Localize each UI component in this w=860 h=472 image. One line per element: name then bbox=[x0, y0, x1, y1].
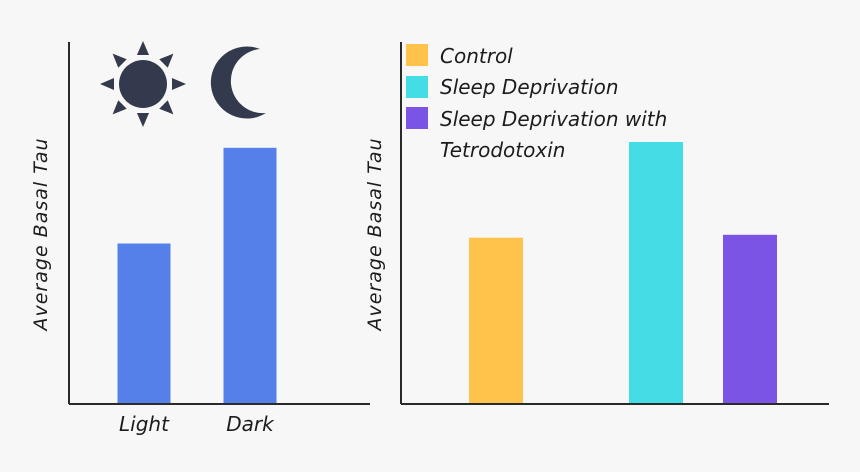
tick-label-dark: Dark bbox=[226, 412, 275, 436]
bar-control bbox=[469, 237, 523, 403]
bar-sleep-deprivation-ttx bbox=[723, 234, 777, 403]
chart-light-dark: Average Basal Tau Light Dark bbox=[30, 41, 370, 436]
legend-label: Sleep Deprivation bbox=[440, 75, 619, 99]
tick-label-light: Light bbox=[119, 412, 170, 436]
bar-sleep-deprivation bbox=[629, 142, 683, 403]
legend-swatch bbox=[406, 76, 428, 98]
sun-icon bbox=[100, 41, 186, 127]
moon-icon bbox=[210, 46, 266, 119]
y-axis-label: Average Basal Tau bbox=[364, 137, 386, 332]
legend: Control Sleep Deprivation Sleep Deprivat… bbox=[406, 44, 667, 162]
legend-item-sleep-deprivation: Sleep Deprivation bbox=[406, 75, 619, 99]
legend-swatch bbox=[406, 107, 428, 129]
bar-light bbox=[117, 243, 171, 403]
legend-label: Sleep Deprivation with Tetrodotoxin bbox=[440, 107, 667, 162]
y-axis-label: Average Basal Tau bbox=[30, 137, 52, 332]
bars-group bbox=[469, 142, 777, 403]
bar-dark bbox=[223, 147, 277, 403]
legend-label: Control bbox=[440, 44, 513, 68]
legend-swatch bbox=[406, 44, 428, 66]
chart-sleep-deprivation: Average Basal Tau Control Sleep Deprivat… bbox=[364, 42, 829, 405]
legend-item-sleep-deprivation-ttx: Sleep Deprivation with Tetrodotoxin bbox=[406, 107, 667, 162]
legend-item-control: Control bbox=[406, 44, 513, 68]
bars-group bbox=[117, 147, 277, 403]
